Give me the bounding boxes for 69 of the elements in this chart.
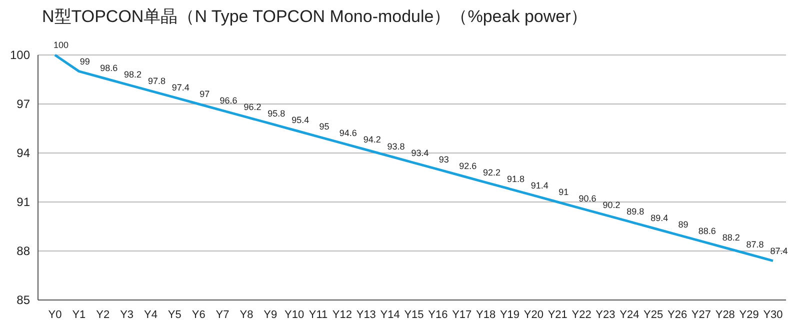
data-label: 92.2 (483, 167, 501, 178)
data-label: 91 (558, 187, 569, 197)
x-tick-label: Y23 (596, 308, 616, 320)
y-tick-label: 100 (10, 48, 30, 62)
x-tick-label: Y6 (192, 308, 206, 320)
x-tick-label: Y18 (476, 308, 496, 320)
data-label: 98.2 (124, 69, 142, 80)
x-tick-label: Y12 (332, 308, 352, 320)
x-tick-label: Y0 (48, 308, 62, 320)
x-tick-label: Y2 (96, 308, 110, 320)
data-label: 97.8 (148, 76, 166, 86)
data-label: 99 (80, 56, 90, 66)
x-tick-label: Y19 (500, 308, 520, 320)
data-label: 88.2 (722, 232, 740, 243)
x-tick-label: Y24 (620, 308, 640, 320)
y-tick-label: 97 (16, 96, 30, 111)
x-tick-label: Y5 (168, 308, 182, 320)
data-label: 91.8 (506, 174, 524, 184)
x-tick-label: Y29 (739, 308, 759, 320)
data-label: 92.6 (459, 160, 477, 171)
data-label: 90.2 (602, 200, 620, 210)
x-tick-label: Y16 (428, 308, 448, 320)
x-tick-label: Y27 (691, 308, 711, 320)
data-label: 95.4 (292, 115, 310, 126)
x-tick-label: Y25 (644, 308, 664, 320)
x-tick-label: Y26 (667, 308, 688, 320)
x-tick-label: Y21 (548, 308, 568, 320)
y-tick-label: 85 (16, 292, 30, 307)
data-label: 87.8 (746, 239, 764, 250)
data-label: 97.4 (172, 82, 190, 92)
data-label: 87.4 (770, 246, 788, 256)
data-label: 95 (319, 122, 330, 132)
y-tick-label: 94 (16, 146, 30, 160)
data-label: 89 (678, 220, 688, 230)
data-label: 93.4 (411, 148, 429, 158)
x-tick-label: Y30 (763, 308, 783, 320)
y-tick-label: 88 (16, 244, 30, 258)
data-label: 96.6 (220, 96, 238, 106)
data-label: 100 (53, 40, 69, 50)
x-tick-label: Y15 (404, 308, 424, 320)
x-tick-label: Y11 (308, 308, 328, 320)
data-label: 95.8 (268, 108, 286, 119)
x-tick-label: Y3 (120, 308, 134, 320)
data-label: 89.4 (650, 213, 668, 224)
data-label: 96.2 (244, 102, 262, 112)
x-tick-label: Y22 (572, 308, 592, 320)
data-label: 94.6 (339, 128, 357, 138)
data-label: 89.8 (626, 206, 644, 217)
x-tick-label: Y4 (144, 308, 158, 320)
x-tick-label: Y7 (216, 308, 230, 320)
data-label: 88.6 (698, 226, 716, 236)
x-tick-label: Y17 (452, 308, 472, 320)
data-label: 94.2 (363, 134, 381, 145)
x-tick-label: Y14 (380, 308, 400, 320)
data-label: 93 (438, 154, 449, 164)
data-label: 97 (200, 89, 210, 99)
y-tick-label: 91 (16, 194, 30, 209)
data-label: 90.6 (578, 194, 596, 204)
x-tick-label: Y28 (715, 308, 735, 320)
x-tick-label: Y20 (524, 308, 544, 320)
x-tick-label: Y13 (356, 308, 376, 320)
x-tick-label: Y9 (264, 308, 278, 320)
data-label: 91.4 (530, 180, 548, 190)
x-tick-label: Y8 (240, 308, 254, 320)
data-label: 98.6 (100, 62, 118, 73)
x-tick-label: Y1 (72, 308, 86, 320)
x-tick-label: Y10 (284, 308, 304, 320)
chart-title: N型TOPCON单晶（N Type TOPCON Mono-module）（%peak power） (42, 7, 588, 26)
data-label: 93.8 (387, 141, 405, 152)
